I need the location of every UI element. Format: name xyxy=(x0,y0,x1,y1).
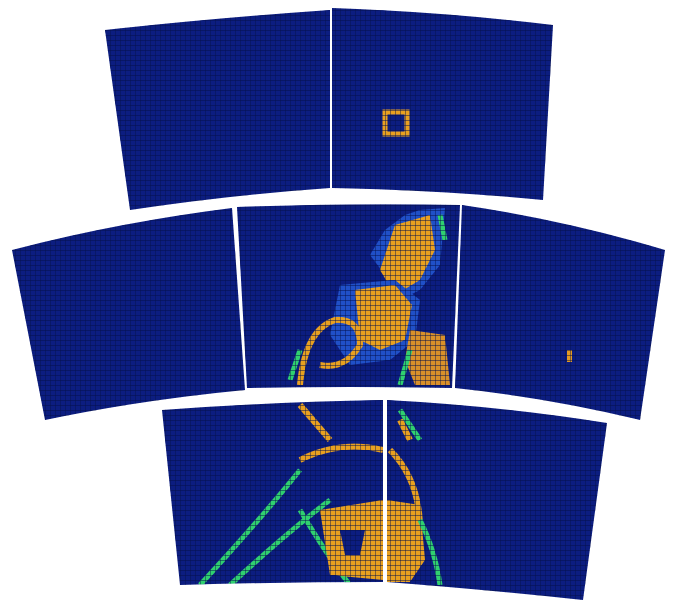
cell-grid xyxy=(162,400,383,585)
cell-grid xyxy=(12,8,665,600)
cell-grid xyxy=(237,204,460,388)
cell-grid xyxy=(332,8,553,200)
cell-grid xyxy=(12,208,245,420)
detector-view xyxy=(0,0,676,602)
cell-grid xyxy=(105,10,330,210)
cell-grid xyxy=(387,400,607,600)
page xyxy=(0,0,676,602)
cell-grid xyxy=(455,205,665,420)
